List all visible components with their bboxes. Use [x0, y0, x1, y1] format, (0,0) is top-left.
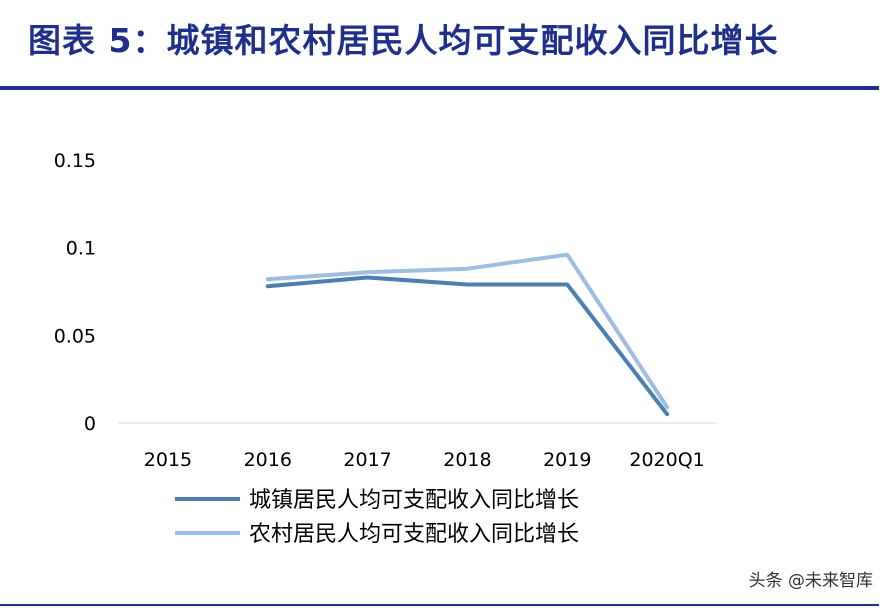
y-tick-label: 0.1 — [66, 238, 96, 260]
title-divider — [0, 86, 879, 90]
y-tick-label: 0.05 — [54, 325, 96, 347]
y-tick-label: 0 — [84, 413, 96, 435]
y-tick-label: 0.15 — [54, 150, 96, 172]
legend-label-2: 农村居民人均可支配收入同比增长 — [249, 522, 579, 547]
x-tick-label: 2018 — [443, 449, 491, 471]
chart-title: 图表 5：城镇和农村居民人均可支配收入同比增长 — [28, 21, 779, 60]
watermark: 头条 @未来智库 — [748, 571, 873, 591]
x-tick-label: 2017 — [343, 449, 391, 471]
x-tick-label: 2020Q1 — [629, 449, 704, 471]
footer-divider — [0, 604, 879, 606]
x-tick-label: 2019 — [543, 449, 591, 471]
legend-label-1: 城镇居民人均可支配收入同比增长 — [249, 488, 579, 513]
series-line-1 — [265, 275, 670, 417]
x-tick-label: 2016 — [244, 449, 292, 471]
series-line-2 — [265, 252, 670, 410]
x-tick-label: 2015 — [144, 449, 192, 471]
